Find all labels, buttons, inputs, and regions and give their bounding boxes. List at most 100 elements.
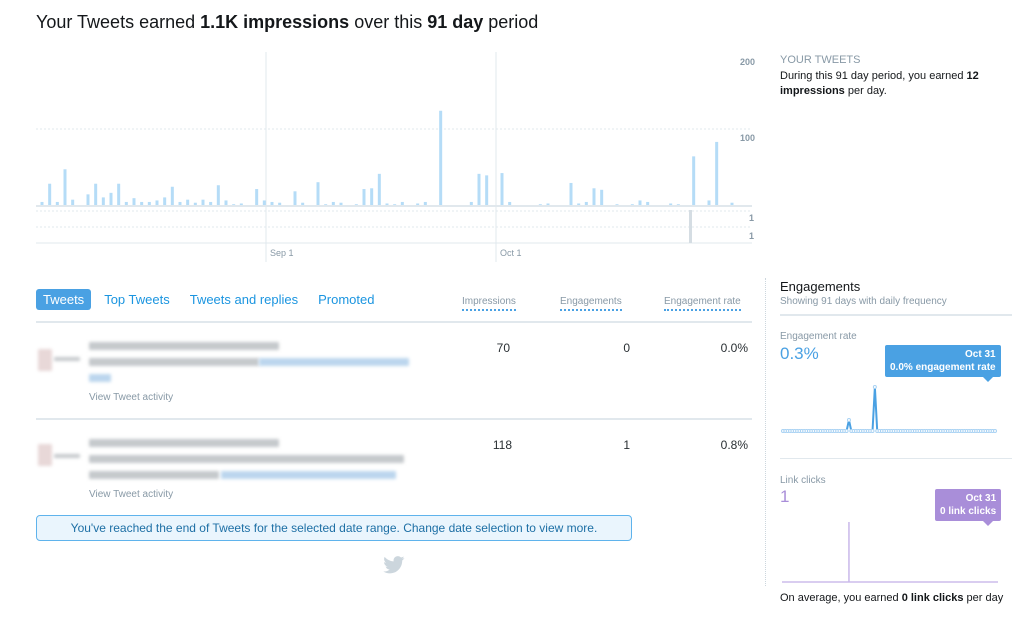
- impressions-bar: [385, 203, 389, 205]
- impressions-bar: [400, 201, 404, 205]
- link-clicks-tooltip: Oct 31 0 link clicks: [935, 489, 1002, 526]
- blurred-text: [54, 454, 80, 458]
- impressions-bar: [339, 202, 343, 205]
- impressions-chart: 200 100 1 1 Sep 1 Oct 1: [36, 52, 755, 262]
- link-clicks-average: On average, you earned 0 link clicks per…: [780, 591, 1010, 606]
- engagement-rate-value: 0.3%: [780, 344, 819, 363]
- impressions-bar: [262, 200, 266, 205]
- impressions-bar: [331, 201, 335, 205]
- engagement-rate-point: [846, 418, 851, 422]
- page-title: Your Tweets earned 1.1K impressions over…: [36, 12, 538, 33]
- column-impressions[interactable]: Impressions: [462, 296, 516, 311]
- tweet-avatar: [38, 444, 52, 466]
- impressions-bar: [584, 201, 588, 205]
- twitter-bird-icon: [383, 556, 405, 579]
- impressions-bar: [124, 201, 128, 205]
- impressions-bar: [692, 156, 696, 205]
- impressions-bar: [201, 199, 205, 205]
- impressions-bar: [48, 183, 52, 205]
- panel-divider: [765, 278, 766, 586]
- impressions-bar: [676, 204, 680, 205]
- impressions-bar: [546, 203, 550, 205]
- divider: [36, 321, 752, 323]
- engagement-rate-point: [844, 429, 849, 433]
- impressions-bar: [147, 201, 151, 205]
- impressions-bar: [186, 199, 190, 205]
- impressions-bar: [239, 203, 243, 205]
- headline-text: Your Tweets earned: [36, 12, 201, 32]
- link-clicks-label: Link clicks: [780, 475, 826, 486]
- view-tweet-activity-link[interactable]: View Tweet activity: [89, 392, 174, 403]
- tab-tweets[interactable]: Tweets: [36, 289, 92, 310]
- divider: [780, 458, 1012, 459]
- impressions-bar: [538, 204, 542, 205]
- tab-promoted[interactable]: Promoted: [318, 292, 375, 307]
- link-clicks-chart[interactable]: [780, 515, 1000, 585]
- impressions-bar: [178, 201, 182, 205]
- impressions-bar: [646, 201, 650, 205]
- x-tick-sep1: Sep 1: [270, 248, 294, 258]
- impressions-bar: [255, 189, 259, 205]
- impressions-bar: [715, 141, 719, 205]
- impressions-bar: [439, 110, 443, 205]
- engagements-subtitle: Showing 91 days with daily frequency: [780, 296, 947, 307]
- tweet-tabs: Tweets Top Tweets Tweets and replies Pro…: [36, 289, 382, 310]
- tweet-engagements: 1: [623, 438, 630, 452]
- impressions-bar: [615, 204, 619, 205]
- tab-tweets-and-replies[interactable]: Tweets and replies: [189, 292, 299, 307]
- impressions-bar: [469, 201, 473, 205]
- impressions-bar: [638, 200, 642, 205]
- your-tweets-summary: During this 91 day period, you earned 12…: [780, 69, 1015, 99]
- headline-days: 91 day: [427, 12, 484, 32]
- summary-text: per day.: [844, 85, 887, 97]
- impressions-bar: [71, 199, 75, 205]
- blurred-text: [54, 357, 80, 361]
- link-clicks-value: 1: [780, 487, 790, 506]
- impressions-bar: [293, 191, 297, 205]
- column-engagement-rate[interactable]: Engagement rate: [664, 296, 741, 311]
- avg-bold: 0 link clicks: [901, 592, 964, 604]
- blurred-text: [89, 439, 279, 447]
- tweet-row[interactable]: View Tweet activity 70 0 0.0%: [36, 323, 752, 419]
- tooltip-date: Oct 31: [965, 349, 996, 360]
- impressions-bar: [416, 203, 420, 205]
- impressions-bar: [362, 189, 366, 205]
- impressions-bar: [163, 197, 167, 205]
- engagement-rate-label: Engagement rate: [780, 331, 857, 342]
- impressions-bar: [63, 169, 67, 205]
- impressions-bar: [477, 173, 481, 205]
- impressions-bar: [170, 186, 174, 205]
- impressions-bar: [132, 198, 136, 205]
- tooltip-value: 0 link clicks: [940, 506, 997, 517]
- tweet-row[interactable]: View Tweet activity 118 1 0.8%: [36, 420, 752, 516]
- impressions-bar: [109, 192, 113, 205]
- impressions-bar: [324, 204, 328, 205]
- impressions-bar: [354, 204, 358, 205]
- impressions-bar: [370, 188, 374, 205]
- column-engagements[interactable]: Engagements: [560, 296, 622, 311]
- view-tweet-activity-link[interactable]: View Tweet activity: [89, 489, 174, 500]
- impressions-bar: [377, 173, 381, 205]
- engagement-rate-sparkline[interactable]: [780, 375, 1000, 440]
- impressions-bar: [55, 201, 59, 205]
- y-tick-200: 200: [740, 57, 755, 67]
- summary-text: During this 91 day period, you earned: [780, 70, 967, 82]
- tab-top-tweets[interactable]: Top Tweets: [104, 292, 170, 307]
- impressions-bar: [232, 204, 236, 205]
- blurred-link: [89, 374, 111, 382]
- impressions-bar: [140, 201, 144, 205]
- avg-text: per day: [963, 592, 1004, 604]
- tooltip-value: 0.0% engagement rate: [890, 362, 996, 373]
- tweet-engagements: 0: [623, 341, 630, 355]
- summary-bold: 12 impressions: [780, 70, 979, 97]
- impressions-bar: [508, 201, 512, 205]
- headline-impressions: 1.1K impressions: [200, 12, 350, 32]
- impressions-bar: [155, 200, 159, 205]
- end-of-tweets-banner: You've reached the end of Tweets for the…: [36, 515, 632, 541]
- impressions-bar: [278, 202, 282, 205]
- blurred-link: [259, 358, 409, 366]
- lower-row-label: 1: [749, 231, 754, 241]
- impressions-bar: [569, 182, 573, 205]
- blurred-text: [89, 358, 259, 366]
- divider: [36, 418, 752, 420]
